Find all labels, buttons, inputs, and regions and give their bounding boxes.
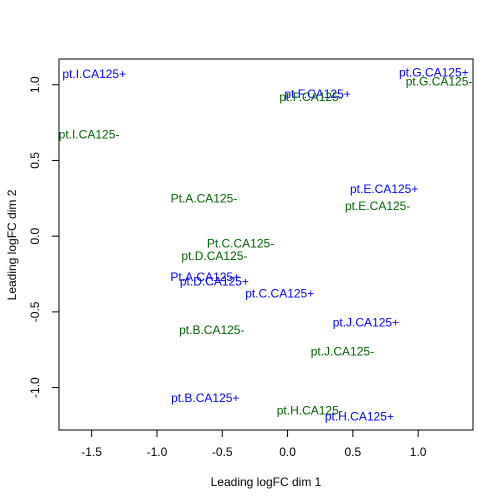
point-label: pt.E.CA125- xyxy=(345,199,410,213)
x-tick-label: -0.5 xyxy=(212,445,233,459)
point-label: pt.J.CA125+ xyxy=(333,315,399,329)
point-label: Pt.A.CA125- xyxy=(171,191,238,205)
x-tick-label: -1.5 xyxy=(81,445,102,459)
y-tick-label: 0.0 xyxy=(28,228,42,245)
x-tick-label: 0.5 xyxy=(345,445,362,459)
point-label: pt.G.CA125+ xyxy=(399,66,469,80)
point-label: pt.D.CA125+ xyxy=(180,275,249,289)
point-label: pt.B.CA125- xyxy=(179,323,244,337)
point-label: pt.H.CA125- xyxy=(277,403,343,417)
x-tick-label: 1.0 xyxy=(410,445,427,459)
x-tick-label: -1.0 xyxy=(147,445,168,459)
point-label: pt.H.CA125+ xyxy=(325,409,394,423)
y-tick-label: -0.5 xyxy=(28,301,42,322)
y-axis-title: Leading logFC dim 2 xyxy=(5,189,19,300)
point-label: Pt.C.CA125- xyxy=(207,237,274,251)
point-label: pt.D.CA125- xyxy=(181,249,247,263)
x-tick-label: 0.0 xyxy=(279,445,296,459)
x-axis-title: Leading logFC dim 1 xyxy=(211,475,322,489)
point-label: pt.I.CA125+ xyxy=(62,67,126,81)
y-tick-label: 0.5 xyxy=(28,152,42,169)
point-label: pt.I.CA125- xyxy=(59,128,120,142)
point-label: pt.C.CA125+ xyxy=(245,287,314,301)
y-tick-label: 1.0 xyxy=(28,76,42,93)
point-labels: pt.I.CA125+ pt.I.CA125- pt.F.CA125+pt.F.CA… xyxy=(59,66,473,424)
point-label: pt.E.CA125+ xyxy=(350,182,418,196)
y-axis: -1.0 -0.5 0.0 0.5 1.0 xyxy=(28,76,60,398)
point-label: Pt.A.CA125+ xyxy=(170,270,240,284)
point-label: pt.G.CA125- xyxy=(406,75,473,89)
point-label: pt.J.CA125- xyxy=(311,344,374,358)
point-label: pt.F.CA125- xyxy=(279,90,342,104)
point-label: pt.F.CA125+ xyxy=(284,87,350,101)
y-tick-label: -1.0 xyxy=(28,377,42,398)
point-label: pt.B.CA125+ xyxy=(171,391,239,405)
x-axis: -1.5 -1.0 -0.5 0.0 0.5 1.0 xyxy=(81,429,427,459)
